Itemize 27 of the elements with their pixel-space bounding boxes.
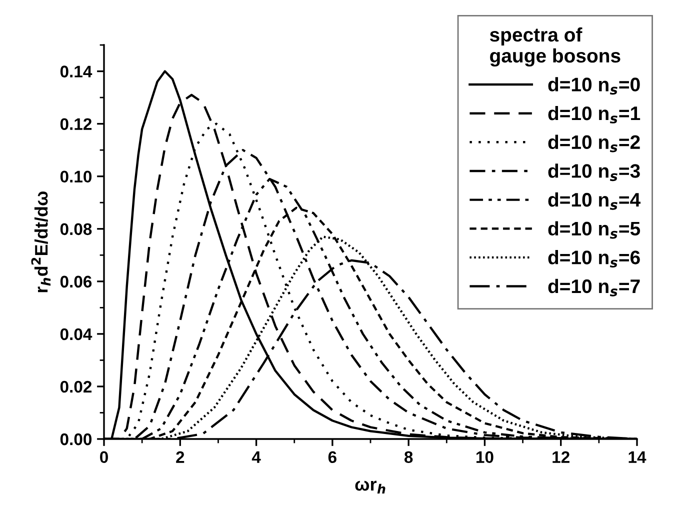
x-tick-label: 4 [252,451,261,463]
x-tick-label: 2 [176,451,184,463]
legend-label: d=10 n$_{s}$=0 [548,77,640,95]
legend-label: d=10 n$_{s}$=2 [548,134,640,152]
y-axis-title: r$_{h}$d$^{2}$E/dt/dω [31,192,51,292]
x-tick-label: 6 [328,451,336,464]
y-tick-label: 0.10 [60,170,92,183]
legend-label: d=10 n$_{s}$=5 [548,221,640,239]
x-tick-label: 10 [476,451,494,464]
legend-label: d=10 n$_{s}$=1 [548,106,640,124]
legend-title: spectra of gauge bosons [490,27,620,67]
x-tick-label: 0 [100,451,108,464]
x-tick-label: 12 [552,451,570,463]
legend-label: d=10 n$_{s}$=3 [548,164,640,182]
y-tick-label: 0.04 [60,328,92,340]
legend-label: d=10 n$_{s}$=4 [548,192,640,210]
y-tick-label: 0.08 [60,223,92,236]
y-tick-label: 0.06 [60,276,92,288]
y-tick-label: 0.02 [60,380,92,393]
x-tick-label: 14 [628,451,646,463]
y-tick-label: 0.14 [60,66,92,78]
y-tick-label: 0.00 [60,433,92,446]
x-tick-label: 8 [404,451,413,464]
x-axis-title: ωr$_{h}$ [355,480,386,494]
legend-label: d=10 n$_{s}$=6 [548,250,640,268]
y-tick-label: 0.12 [60,118,92,130]
legend-label: d=10 n$_{s}$=7 [548,278,640,296]
